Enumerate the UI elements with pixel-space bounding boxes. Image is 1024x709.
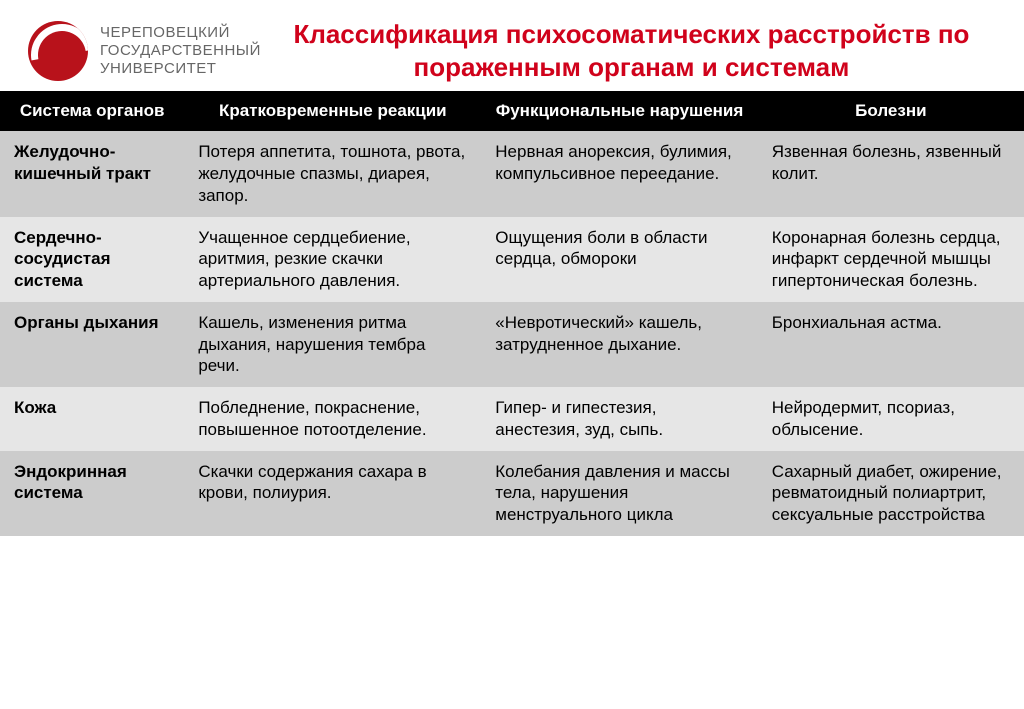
cell-func: Гипер- и гипестезия, анестезия, зуд, сып… (481, 387, 757, 451)
logo-line2: ГОСУДАРСТВЕННЫЙ (100, 42, 261, 60)
cell-disease: Нейродермит, псориаз, облысение. (758, 387, 1024, 451)
cell-system: Органы дыхания (0, 302, 184, 387)
header-row: ЧЕРЕПОВЕЦКИЙ ГОСУДАРСТВЕННЫЙ УНИВЕРСИТЕТ… (0, 0, 1024, 91)
cell-func: Колебания давления и массы тела, нарушен… (481, 451, 757, 536)
table-row: Желудочно-кишечный тракт Потеря аппетита… (0, 131, 1024, 216)
logo-line3: УНИВЕРСИТЕТ (100, 60, 261, 78)
cell-system: Эндокринная система (0, 451, 184, 536)
logo-line1: ЧЕРЕПОВЕЦКИЙ (100, 24, 261, 42)
logo-icon (28, 21, 88, 81)
col-disease: Болезни (758, 91, 1024, 131)
cell-func: «Невротический» кашель, затрудненное дых… (481, 302, 757, 387)
cell-disease: Коронарная болезнь сердца, инфаркт серде… (758, 217, 1024, 302)
cell-func: Ощущения боли в области сердца, обмороки (481, 217, 757, 302)
table-header-row: Система органов Кратковременные реакции … (0, 91, 1024, 131)
cell-system: Желудочно-кишечный тракт (0, 131, 184, 216)
cell-disease: Язвенная болезнь, язвенный колит. (758, 131, 1024, 216)
table-row: Эндокринная система Скачки содержания са… (0, 451, 1024, 536)
col-system: Система органов (0, 91, 184, 131)
cell-system: Сердечно-сосудистая система (0, 217, 184, 302)
page-title: Классификация психосоматических расстрой… (279, 18, 1004, 83)
classification-table: Система органов Кратковременные реакции … (0, 91, 1024, 536)
table-row: Кожа Побледнение, покраснение, повышенно… (0, 387, 1024, 451)
cell-short: Потеря аппетита, тошнота, рвота, желудоч… (184, 131, 481, 216)
cell-short: Скачки содержания сахара в крови, полиур… (184, 451, 481, 536)
table-row: Сердечно-сосудистая система Учащенное се… (0, 217, 1024, 302)
cell-disease: Сахарный диабет, ожирение, ревматоидный … (758, 451, 1024, 536)
slide: ЧЕРЕПОВЕЦКИЙ ГОСУДАРСТВЕННЫЙ УНИВЕРСИТЕТ… (0, 0, 1024, 709)
cell-short: Учащенное сердцебиение, аритмия, резкие … (184, 217, 481, 302)
logo-block: ЧЕРЕПОВЕЦКИЙ ГОСУДАРСТВЕННЫЙ УНИВЕРСИТЕТ (28, 21, 261, 81)
cell-system: Кожа (0, 387, 184, 451)
col-short: Кратковременные реакции (184, 91, 481, 131)
table-row: Органы дыхания Кашель, изменения ритма д… (0, 302, 1024, 387)
cell-func: Нервная анорексия, булимия, компульсивно… (481, 131, 757, 216)
col-func: Функциональные нарушения (481, 91, 757, 131)
logo-text: ЧЕРЕПОВЕЦКИЙ ГОСУДАРСТВЕННЫЙ УНИВЕРСИТЕТ (100, 24, 261, 78)
cell-short: Побледнение, покраснение, повышенное пот… (184, 387, 481, 451)
cell-short: Кашель, изменения ритма дыхания, нарушен… (184, 302, 481, 387)
cell-disease: Бронхиальная астма. (758, 302, 1024, 387)
